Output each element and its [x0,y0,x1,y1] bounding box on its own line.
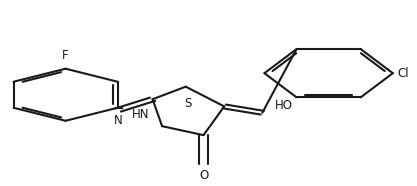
Text: N: N [114,114,123,127]
Text: O: O [199,169,208,182]
Text: F: F [62,49,69,62]
Text: S: S [184,97,191,110]
Text: HN: HN [132,108,150,121]
Text: Cl: Cl [397,67,409,80]
Text: HO: HO [274,99,292,112]
